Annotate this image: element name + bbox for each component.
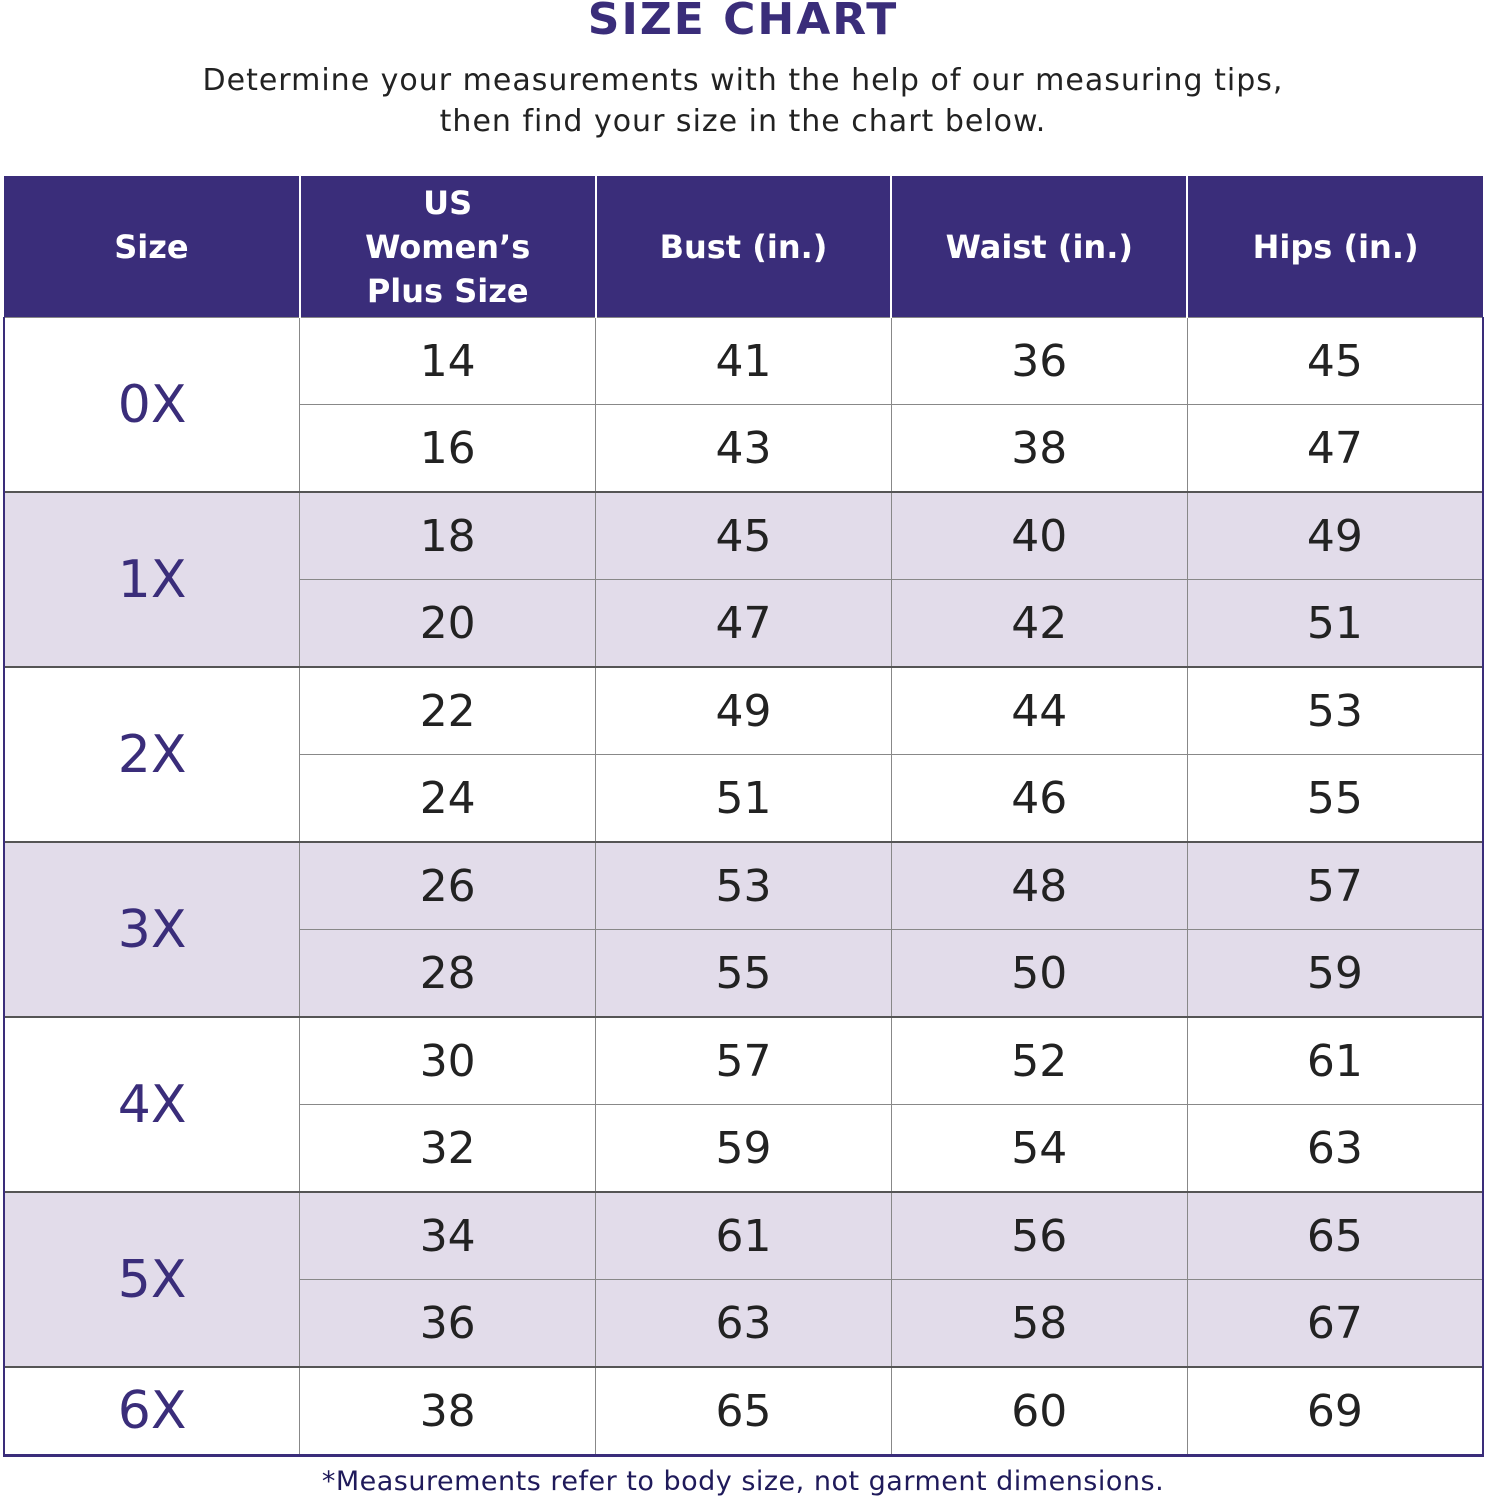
header-us-size: US Women’s Plus Size (298, 176, 596, 318)
us-size-cell: 38 (299, 1366, 597, 1457)
us-size-cell: 18 (299, 491, 597, 580)
size-chart-table: Size US Women’s Plus Size Bust (in.) Wai… (3, 176, 1484, 1457)
table-row: 1X 18 45 40 49 (3, 491, 1484, 668)
bust-cell: 57 (595, 1016, 892, 1105)
bust-cell: 45 (595, 491, 892, 580)
bust-cell: 43 (595, 404, 892, 493)
waist-cell: 46 (890, 754, 1188, 843)
us-size-cell: 16 (299, 404, 597, 493)
hips-cell: 63 (1186, 1104, 1484, 1193)
table-row: 20 47 42 51 (4, 579, 1484, 668)
size-label: 0X (3, 317, 301, 493)
table-row: 4X 30 57 52 61 (3, 1016, 1484, 1193)
bust-cell: 55 (595, 929, 892, 1018)
hips-cell: 55 (1186, 754, 1484, 843)
header-size: Size (4, 176, 300, 318)
subtitle-line: then find your size in the chart below. (439, 104, 1047, 139)
waist-cell: 58 (890, 1279, 1188, 1368)
waist-cell: 44 (890, 666, 1188, 755)
waist-cell: 42 (890, 579, 1188, 668)
bust-cell: 65 (595, 1366, 892, 1457)
table-row: 3X 26 53 48 57 (3, 841, 1484, 1018)
us-size-cell: 14 (299, 317, 597, 405)
waist-cell: 56 (890, 1191, 1188, 1280)
bust-cell: 53 (595, 841, 892, 930)
bust-cell: 41 (595, 317, 892, 405)
hips-cell: 53 (1186, 666, 1484, 755)
hips-cell: 49 (1186, 491, 1484, 580)
header-row: Size US Women’s Plus Size Bust (in.) Wai… (4, 176, 1483, 318)
footnote: *Measurements refer to body size, not ga… (321, 1466, 1165, 1497)
bust-cell: 47 (595, 579, 892, 668)
us-size-cell: 24 (299, 754, 597, 843)
us-size-cell: 26 (299, 841, 597, 930)
waist-cell: 60 (890, 1366, 1188, 1457)
waist-cell: 50 (890, 929, 1188, 1018)
size-label: 2X (3, 666, 301, 843)
size-label: 5X (3, 1191, 301, 1368)
table-row: 24 51 46 55 (4, 754, 1484, 843)
hips-cell: 61 (1186, 1016, 1484, 1105)
bust-cell: 49 (595, 666, 892, 755)
hips-cell: 67 (1186, 1279, 1484, 1368)
hips-cell: 57 (1186, 841, 1484, 930)
us-size-cell: 22 (299, 666, 597, 755)
size-label: 1X (3, 491, 301, 668)
header-hips: Hips (in.) (1186, 176, 1483, 318)
hips-cell: 47 (1186, 404, 1484, 493)
table-row: 28 55 50 59 (4, 929, 1484, 1018)
bust-cell: 59 (595, 1104, 892, 1193)
size-label: 4X (3, 1016, 301, 1193)
header-waist: Waist (in.) (890, 176, 1188, 318)
subtitle: Determine your measurements with the hel… (0, 60, 1486, 142)
bust-cell: 61 (595, 1191, 892, 1280)
waist-cell: 36 (890, 317, 1188, 405)
table-row: 5X 34 61 56 65 (3, 1191, 1484, 1368)
hips-cell: 51 (1186, 579, 1484, 668)
us-size-cell: 36 (299, 1279, 597, 1368)
us-size-cell: 28 (299, 929, 597, 1018)
hips-cell: 65 (1186, 1191, 1484, 1280)
table-row: 36 63 58 67 (4, 1279, 1484, 1368)
size-label: 6X (3, 1366, 301, 1457)
header-bust: Bust (in.) (594, 176, 892, 318)
waist-cell: 54 (890, 1104, 1188, 1193)
us-size-cell: 20 (299, 579, 597, 668)
us-size-cell: 34 (299, 1191, 597, 1280)
bust-cell: 63 (595, 1279, 892, 1368)
us-size-cell: 30 (299, 1016, 597, 1105)
bust-cell: 51 (595, 754, 892, 843)
waist-cell: 48 (890, 841, 1188, 930)
table-row: 6X 38 65 60 69 (3, 1366, 1484, 1457)
us-size-cell: 32 (299, 1104, 597, 1193)
waist-cell: 40 (890, 491, 1188, 580)
table-row: 0X 14 41 36 45 (3, 317, 1484, 493)
table-row: 2X 22 49 44 53 (3, 666, 1484, 843)
size-label: 3X (3, 841, 301, 1018)
page-title: SIZE CHART (587, 0, 899, 45)
subtitle-line: Determine your measurements with the hel… (202, 63, 1284, 98)
hips-cell: 45 (1186, 317, 1484, 405)
waist-cell: 38 (890, 404, 1188, 493)
hips-cell: 59 (1186, 929, 1484, 1018)
hips-cell: 69 (1186, 1366, 1484, 1457)
waist-cell: 52 (890, 1016, 1188, 1105)
